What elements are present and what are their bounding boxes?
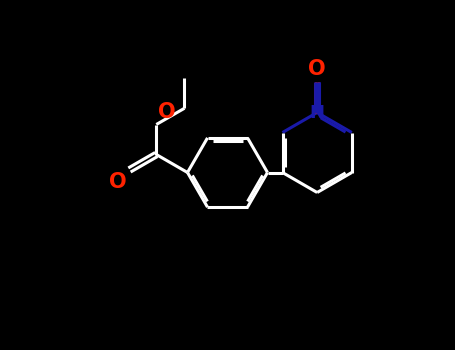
Text: O: O bbox=[109, 173, 127, 193]
Text: N: N bbox=[310, 104, 324, 121]
Text: O: O bbox=[158, 103, 176, 122]
Text: O: O bbox=[308, 59, 326, 79]
